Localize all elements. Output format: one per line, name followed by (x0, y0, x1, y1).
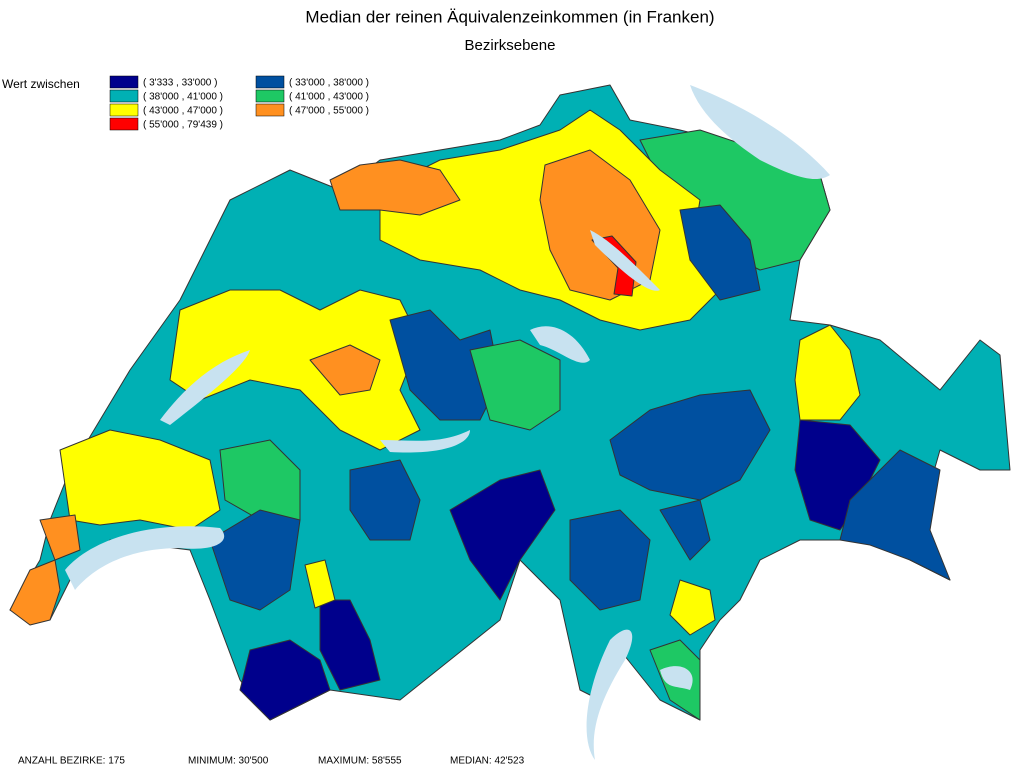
region-herens (319, 599, 381, 691)
legend-label: Wert zwischen (2, 77, 80, 91)
legend-swatch (255, 89, 285, 103)
region-bern (309, 344, 381, 396)
map-title: Median der reinen Äquivalenzeinkommen (i… (305, 7, 714, 26)
legend-entry: ( 3'333 , 33'000 ) (143, 78, 217, 89)
legend-entry: ( 55'000 , 79'439 ) (143, 120, 223, 131)
region-nyon (39, 514, 81, 561)
region-mesolcina (794, 324, 861, 421)
legend-swatch (109, 75, 139, 89)
region-vaud (59, 429, 221, 531)
legend-entry: ( 33'000 , 38'000 ) (289, 78, 369, 89)
legend-entry: ( 43'000 , 47'000 ) (143, 106, 223, 117)
region-valais-central (209, 509, 301, 611)
region-vorderrhein (609, 389, 771, 501)
lake-zurich (590, 230, 660, 291)
lake-maggiore (586, 629, 633, 760)
region-engadin (839, 449, 951, 581)
lake-lucerne (530, 326, 590, 363)
region-lugano (669, 579, 716, 636)
region-oberland (349, 459, 421, 541)
lake-lugano (660, 666, 693, 690)
region-basel (329, 159, 461, 216)
legend-swatch (255, 75, 285, 89)
footer: ANZAHL BEZIRKE: 175 MINIMUM: 30'500 MAXIMU… (18, 756, 525, 767)
legend-swatch (109, 89, 139, 103)
region-goms (304, 559, 336, 609)
region-valais-south (239, 639, 331, 721)
lake-constance (690, 85, 830, 180)
lake-geneva (65, 526, 225, 590)
legend-entry: ( 47'000 , 55'000 ) (289, 106, 369, 117)
region-sgr (659, 499, 711, 561)
region-ticino-north (569, 509, 651, 611)
legend-entry: ( 38'000 , 41'000 ) (143, 92, 223, 103)
region-geneva (9, 559, 61, 626)
legend-swatch (109, 103, 139, 117)
map-subtitle: Bezirksebene (465, 37, 556, 54)
map (9, 84, 1011, 760)
legend-entry: ( 41'000 , 43'000 ) (289, 92, 369, 103)
region-valais-east (449, 469, 556, 601)
footer-stat: MINIMUM: 30'500 (188, 756, 269, 767)
footer-stat: ANZAHL BEZIRKE: 175 (18, 756, 125, 767)
lake-thun (380, 430, 470, 453)
lake-neuchatel (160, 350, 250, 425)
region-mittelland (169, 289, 421, 451)
region-glarus (679, 204, 761, 301)
region-luzern (469, 339, 561, 431)
legend: ( 3'333 , 33'000 ) ( 33'000 , 38'000 ) ( 3… (109, 75, 369, 131)
legend-swatch (109, 117, 139, 131)
footer-stat: MAXIMUM: 58'555 (318, 756, 402, 767)
legend-swatch (255, 103, 285, 117)
footer-stat: MEDIAN: 42'523 (450, 756, 525, 767)
